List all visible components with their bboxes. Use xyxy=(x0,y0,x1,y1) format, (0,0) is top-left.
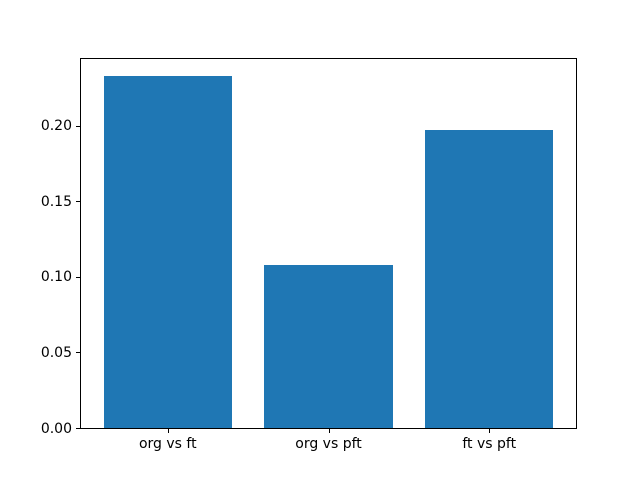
x-tick-ft-vs-pft xyxy=(489,429,491,433)
bar-ft-vs-pft xyxy=(424,130,554,428)
y-tick-label-0.00: 0.00 xyxy=(40,420,72,437)
y-tick-0.05 xyxy=(76,352,80,354)
bar-org-vs-ft xyxy=(103,75,233,428)
y-tick-label-0.10: 0.10 xyxy=(40,269,72,286)
y-tick-label-0.05: 0.05 xyxy=(40,344,72,361)
y-tick-0.15 xyxy=(76,201,80,203)
y-tick-0.10 xyxy=(76,276,80,278)
x-tick-org-vs-pft xyxy=(328,429,330,433)
x-tick-label-ft-vs-pft: ft vs pft xyxy=(462,436,517,452)
x-tick-label-org-vs-ft: org vs ft xyxy=(138,436,197,452)
bar-org-vs-pft xyxy=(264,264,393,428)
x-tick-org-vs-ft xyxy=(167,429,169,433)
y-tick-0.00 xyxy=(76,428,80,429)
y-tick-0.20 xyxy=(76,125,80,127)
y-tick-label-0.15: 0.15 xyxy=(40,193,72,210)
plot-area xyxy=(80,58,577,429)
x-tick-label-org-vs-pft: org vs pft xyxy=(295,436,362,452)
y-tick-label-0.20: 0.20 xyxy=(40,118,72,135)
